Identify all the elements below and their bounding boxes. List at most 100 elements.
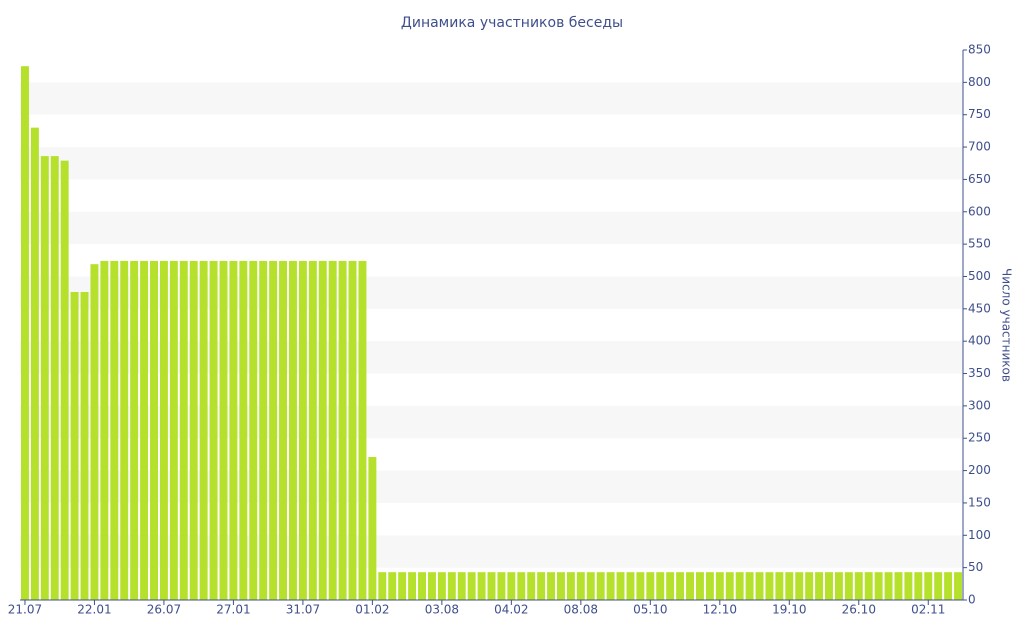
bar	[914, 572, 923, 600]
bar	[507, 572, 516, 600]
bar	[745, 572, 754, 600]
bar	[616, 572, 625, 600]
bar	[120, 260, 129, 600]
bar	[110, 260, 119, 600]
bar	[725, 572, 734, 600]
bar	[239, 260, 248, 600]
x-tick-label: 27.01	[216, 603, 250, 617]
y-tick-label: 250	[968, 431, 991, 445]
x-tick-label: 21.07	[8, 603, 42, 617]
bar	[308, 260, 317, 600]
x-tick-label: 02.11	[911, 603, 945, 617]
bar	[378, 572, 387, 600]
bar	[169, 260, 178, 600]
grid-band	[20, 211, 963, 245]
bar	[348, 260, 357, 600]
bar	[140, 260, 149, 600]
y-tick-label: 450	[968, 301, 991, 315]
x-tick-label: 26.07	[147, 603, 181, 617]
y-tick-label: 800	[968, 75, 991, 89]
bar	[60, 160, 69, 600]
y-tick-label: 100	[968, 528, 991, 542]
bar	[527, 572, 536, 600]
x-tick-label: 22.01	[77, 603, 111, 617]
bar	[825, 572, 833, 600]
bar	[954, 572, 963, 600]
bar	[358, 260, 367, 600]
y-tick-label: 850	[968, 43, 991, 57]
y-tick-label: 600	[968, 204, 991, 218]
bar	[159, 260, 168, 600]
y-tick-label: 400	[968, 334, 991, 348]
y-tick-label: 500	[968, 269, 991, 283]
chart-title: Динамика участников беседы	[401, 15, 623, 31]
bar	[427, 572, 436, 600]
bar	[576, 572, 585, 600]
bar	[656, 572, 665, 600]
bar	[408, 572, 417, 600]
bar	[130, 260, 139, 600]
bar	[80, 292, 89, 600]
y-tick-label: 700	[968, 140, 991, 154]
bar	[944, 572, 953, 600]
bar	[626, 572, 635, 600]
bar	[785, 572, 794, 600]
bar	[765, 572, 774, 600]
bar	[904, 572, 913, 600]
y-tick-label: 550	[968, 237, 991, 251]
bar	[477, 572, 486, 600]
bar	[934, 572, 943, 600]
bar	[249, 260, 258, 600]
bar	[457, 572, 466, 600]
x-tick-label: 08.08	[564, 603, 598, 617]
bar	[715, 572, 724, 600]
bar	[646, 572, 655, 600]
bar	[398, 572, 407, 600]
bar	[686, 572, 694, 600]
bar	[815, 572, 824, 600]
bar	[636, 572, 645, 600]
bar	[874, 572, 883, 600]
y-axis-label: Число участников	[1000, 268, 1014, 382]
bar	[547, 572, 556, 600]
y-tick-label: 150	[968, 495, 991, 509]
bar	[368, 457, 377, 600]
bar	[179, 260, 188, 600]
bar	[279, 260, 288, 600]
x-tick-label: 04.02	[494, 603, 528, 617]
bar	[695, 572, 704, 600]
bar	[924, 572, 933, 600]
bar	[20, 66, 29, 601]
bar	[150, 260, 158, 600]
bar	[447, 572, 456, 600]
bar	[854, 572, 863, 600]
bar	[100, 260, 109, 600]
bar	[676, 572, 685, 600]
bar	[537, 572, 546, 600]
bar	[50, 156, 59, 600]
x-tick-label: 31.07	[286, 603, 320, 617]
y-tick-label: 50	[968, 560, 983, 574]
bar	[586, 572, 595, 600]
y-tick-label: 650	[968, 172, 991, 186]
bar	[795, 572, 804, 600]
bar	[289, 260, 297, 600]
bar	[437, 572, 446, 600]
bar	[269, 260, 278, 600]
bar	[864, 572, 873, 600]
y-tick-label: 0	[968, 593, 976, 607]
bar	[844, 572, 853, 600]
bar	[775, 572, 784, 600]
bar	[70, 292, 79, 600]
bar	[834, 572, 843, 600]
bar	[517, 572, 526, 600]
bar	[705, 572, 714, 600]
bar	[40, 156, 49, 600]
x-tick-label: 12.10	[703, 603, 737, 617]
bar	[328, 260, 337, 600]
bar	[259, 260, 268, 600]
bar	[467, 572, 476, 600]
grid-band	[20, 147, 963, 180]
bar	[338, 260, 347, 600]
